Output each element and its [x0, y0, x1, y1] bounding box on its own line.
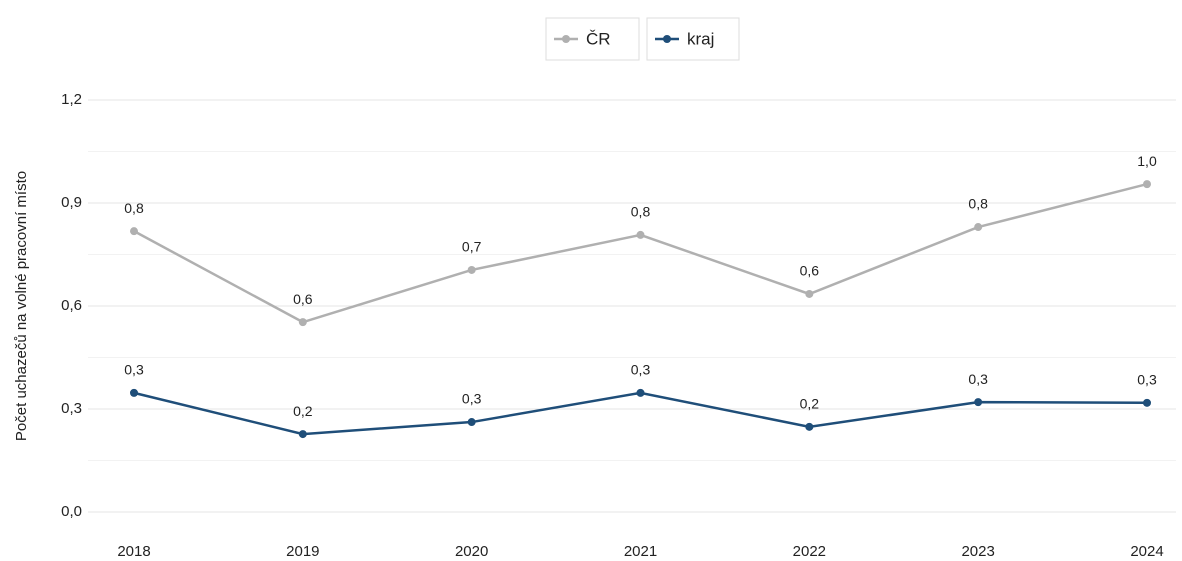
value-label: 0,8 — [968, 196, 988, 212]
point — [298, 318, 307, 327]
point — [805, 422, 814, 431]
value-label: 0,2 — [800, 396, 820, 412]
value-label: 0,3 — [124, 362, 144, 378]
x-tick-label: 2022 — [793, 543, 826, 560]
point — [974, 223, 983, 232]
y-tick-label: 0,6 — [61, 297, 82, 314]
value-label: 0,3 — [968, 371, 988, 387]
legend-label: kraj — [687, 29, 714, 48]
value-label: 0,3 — [631, 362, 651, 378]
x-tick-label: 2018 — [117, 543, 150, 560]
point — [805, 289, 814, 298]
legend-item: kraj — [646, 17, 740, 61]
point — [298, 430, 307, 439]
value-label: 0,6 — [800, 263, 820, 279]
legend-item: ČR — [545, 17, 640, 61]
legend-swatch-point — [663, 35, 671, 43]
legend-label: ČR — [586, 29, 611, 48]
value-label: 0,8 — [124, 200, 144, 216]
value-label: 0,7 — [462, 239, 482, 255]
point — [974, 398, 983, 407]
value-label: 0,3 — [1137, 372, 1157, 388]
point — [467, 265, 476, 274]
point — [1143, 398, 1151, 407]
x-tick-label: 2021 — [624, 543, 657, 560]
y-tick-label: 0,3 — [61, 400, 82, 417]
series-line — [133, 391, 1148, 436]
value-label: 0,3 — [462, 391, 482, 407]
value-label: 0,8 — [631, 204, 651, 220]
point — [1143, 180, 1151, 189]
y-tick-label: 0,0 — [61, 503, 82, 520]
point — [130, 227, 138, 236]
point — [636, 388, 645, 397]
legend-box — [545, 17, 640, 61]
point — [130, 388, 138, 397]
point — [636, 230, 645, 239]
x-tick-label: 2020 — [455, 543, 488, 560]
x-tick-label: 2023 — [961, 543, 994, 560]
value-label: 0,6 — [293, 291, 313, 307]
x-tick-label: 2024 — [1130, 543, 1163, 560]
legend-swatch-point — [562, 35, 570, 43]
y-tick-label: 1,2 — [61, 91, 82, 108]
value-label: 0,2 — [293, 403, 313, 419]
point — [467, 418, 476, 427]
y-tick-label: 0,9 — [61, 194, 82, 211]
y-axis-label: Počet uchazečů na volné pracovní místo — [13, 171, 30, 441]
value-label: 1,0 — [1137, 153, 1157, 169]
x-tick-label: 2019 — [286, 543, 319, 560]
